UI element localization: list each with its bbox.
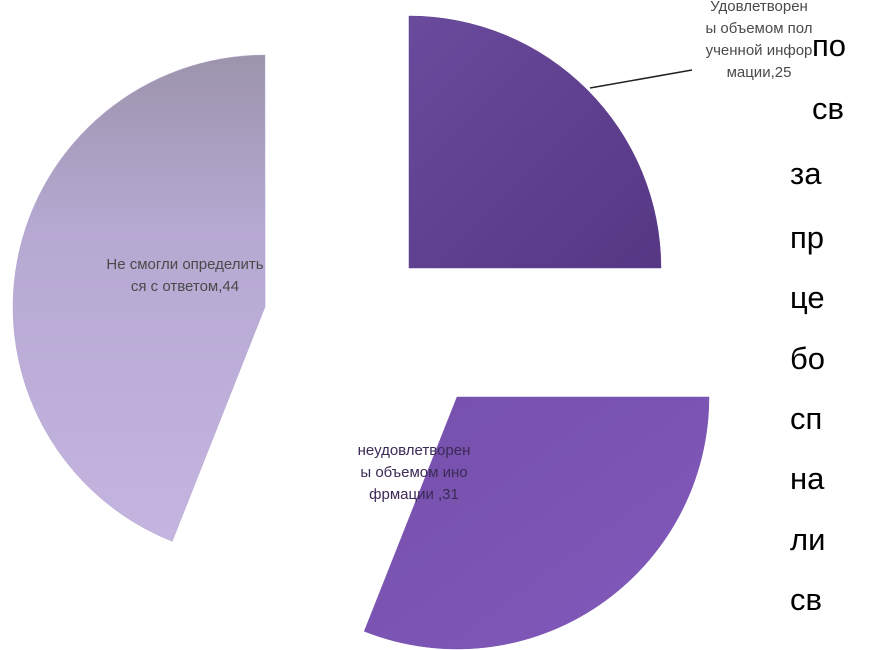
- pie-slice: [363, 396, 710, 650]
- data-label: неудовлетворены объемом инофрмации ,31: [357, 442, 471, 503]
- slide-text-fragment: на: [790, 460, 825, 496]
- pie-slice: [408, 15, 662, 269]
- data-label: Удовлетворены объемом полученной информа…: [705, 0, 813, 81]
- slide-text-fragment: пр: [790, 219, 825, 255]
- pie-slice: [12, 54, 266, 542]
- slide-text-fragment: св: [812, 90, 844, 126]
- slide-text-fragment: сп: [790, 400, 823, 436]
- slide-text-fragment: ли: [790, 521, 826, 557]
- leader-line: [589, 69, 693, 89]
- slide-text-fragment: св: [790, 582, 822, 618]
- slide-text-fragment: за: [790, 156, 822, 192]
- data-label: Не смогли определиться с ответом,44: [106, 256, 264, 295]
- slide-text-fragment: по: [812, 27, 847, 63]
- slide-text-fragment: це: [790, 280, 825, 316]
- slide-text-fragment: бо: [790, 341, 825, 377]
